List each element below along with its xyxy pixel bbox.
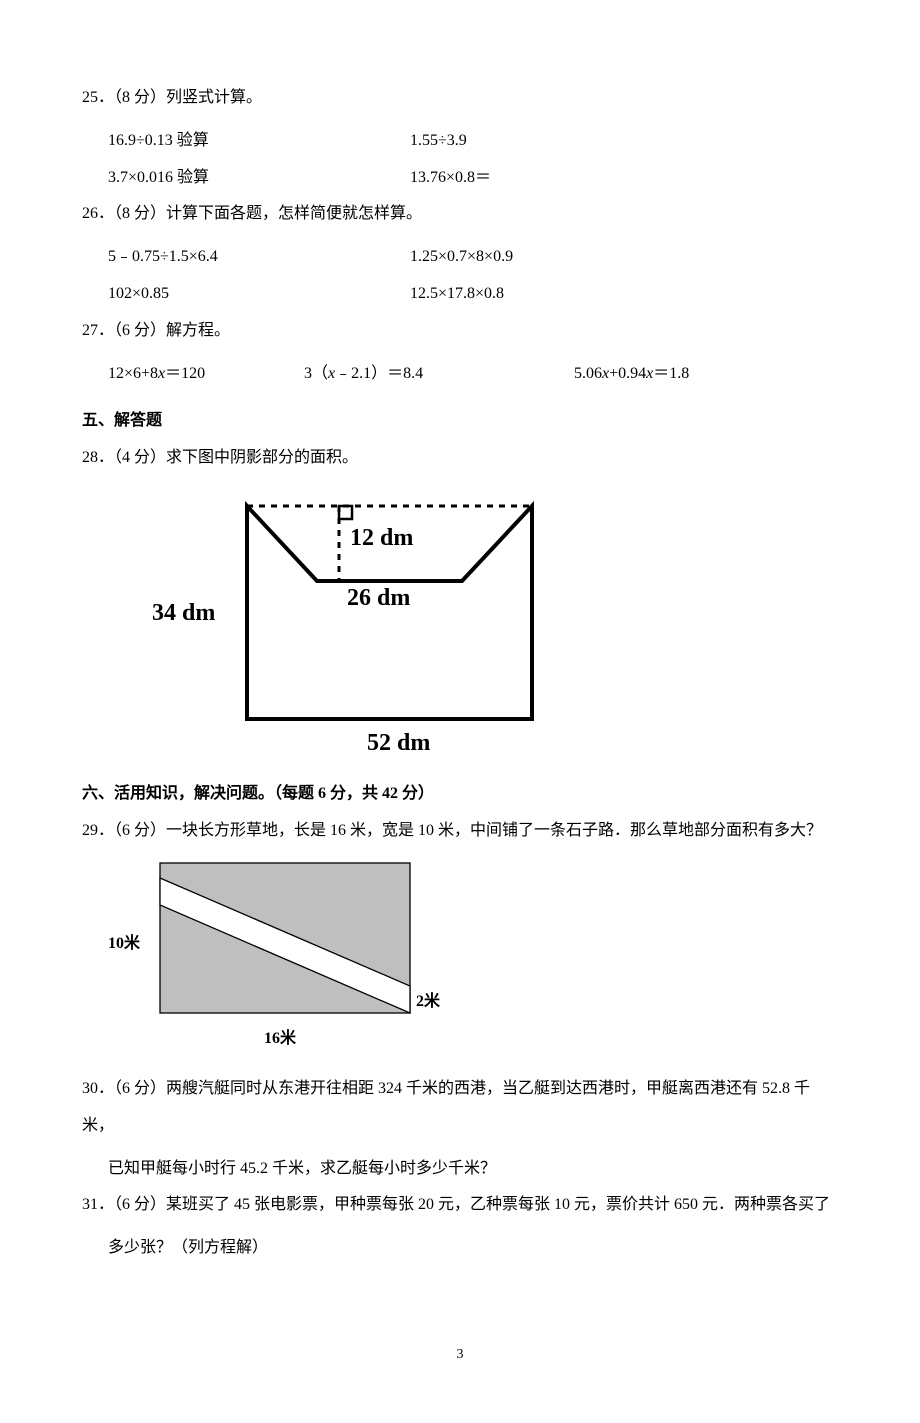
q27-c3a: 5.06 (574, 365, 602, 382)
fig29-label-bottom: 16米 (264, 1028, 297, 1047)
fig28-label-trapb: 26 dm (347, 585, 410, 611)
fig28: 34 dm 12 dm 26 dm 52 dm (82, 485, 838, 765)
fig28-right-angle (339, 506, 352, 519)
q27-c2a: 3（ (304, 365, 328, 382)
q26-r2c2: 12.5×17.8×0.8 (410, 276, 838, 313)
q30-line1: 30．（6 分）两艘汽艇同时从东港开往相距 324 千米的西港，当乙艇到达西港时… (82, 1071, 838, 1145)
q27-c1b: ＝120 (165, 365, 205, 382)
q25-grid: 16.9÷0.13 验算 1.55÷3.9 3.7×0.016 验算 13.76… (82, 123, 838, 197)
q27-c2: 3（x﹣2.1）＝8.4 (304, 356, 490, 393)
fig28-label-depth: 12 dm (350, 525, 413, 551)
q25-line: 25．（8 分）列竖式计算。 (82, 80, 838, 117)
page-number: 3 (82, 1347, 838, 1363)
fig29: 10米 2米 16米 (82, 858, 838, 1063)
q27-c1a: 12×6+8 (108, 365, 158, 382)
q26-r1c2: 1.25×0.7×8×0.9 (410, 239, 838, 276)
q25-r1c2: 1.55÷3.9 (410, 123, 838, 160)
q25-r1c1: 16.9÷0.13 验算 (108, 123, 410, 160)
q25-r2c1: 3.7×0.016 验算 (108, 160, 410, 197)
q26-grid: 5﹣0.75÷1.5×6.4 1.25×0.7×8×0.9 102×0.85 1… (82, 239, 838, 313)
q27-c2b: ﹣2.1）＝8.4 (335, 365, 423, 382)
q31-line1: 31．（6 分）某班买了 45 张电影票，甲种票每张 20 元，乙种票每张 10… (82, 1187, 838, 1224)
q27-grid: 12×6+8x＝120 3（x﹣2.1）＝8.4 5.06x+0.94x＝1.8 (82, 356, 838, 393)
q30-line2: 已知甲艇每小时行 45.2 千米，求乙艇每小时多少千米？ (82, 1151, 838, 1188)
fig28-label-bottom: 52 dm (367, 730, 430, 756)
q26-r2c1: 102×0.85 (108, 276, 410, 313)
q27-c3c: ＝1.8 (653, 365, 689, 382)
q29-line: 29．（6 分）一块长方形草地，长是 16 米，宽是 10 米，中间铺了一条石子… (82, 813, 838, 850)
fig29-label-left: 10米 (108, 933, 141, 952)
q26-r1c1: 5﹣0.75÷1.5×6.4 (108, 239, 410, 276)
q31-line2: 多少张？（列方程解） (82, 1230, 838, 1267)
q27-line: 27．（6 分）解方程。 (82, 313, 838, 350)
section5-title: 五、解答题 (82, 406, 838, 430)
q27-c3b: +0.94 (609, 365, 646, 382)
q26-line: 26．（8 分）计算下面各题，怎样简便就怎样算。 (82, 196, 838, 233)
q28-line: 28．（4 分）求下图中阴影部分的面积。 (82, 440, 838, 477)
q27-c1: 12×6+8x＝120 (108, 356, 304, 393)
section6-title: 六、活用知识，解决问题。（每题 6 分，共 42 分） (82, 779, 838, 803)
fig29-label-right: 2米 (416, 991, 441, 1010)
q27-c3: 5.06x+0.94x＝1.8 (490, 356, 838, 393)
fig28-label-left: 34 dm (152, 600, 215, 626)
q25-r2c2: 13.76×0.8＝ (410, 160, 838, 197)
